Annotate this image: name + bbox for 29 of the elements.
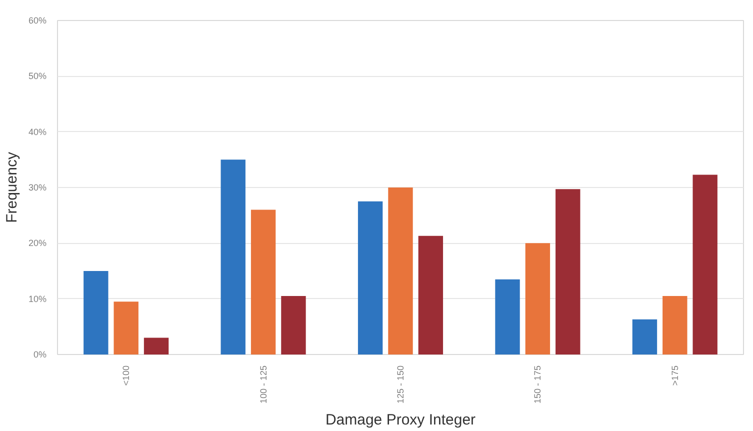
y-tick-label: 30% (28, 182, 46, 192)
y-tick-label: 0% (33, 350, 47, 360)
x-tick-label: <100 (121, 365, 132, 386)
bar (114, 302, 138, 354)
y-tick-label: 10% (28, 294, 46, 304)
bar (418, 236, 444, 354)
y-tick-label: 50% (28, 71, 46, 82)
y-tick-label: 40% (28, 126, 46, 137)
y-tick-label: 60% (28, 16, 46, 26)
bar (250, 210, 276, 354)
x-tick-label: 125 - 150 (396, 366, 406, 404)
x-tick-label: >175 (670, 365, 680, 386)
bar (495, 279, 520, 354)
bar (84, 271, 108, 354)
bar (388, 188, 413, 354)
bar (662, 296, 688, 354)
bar (692, 174, 718, 354)
y-axis-title: Frequency (3, 152, 20, 223)
y-tick-label: 20% (28, 238, 46, 248)
bar (632, 319, 658, 354)
x-axis-title: Damage Proxy Integer (325, 412, 476, 429)
bar (144, 338, 169, 354)
bar (358, 201, 383, 354)
x-tick-label: 150 - 175 (532, 366, 543, 404)
bar (281, 296, 306, 354)
bar (525, 243, 550, 354)
bar (220, 160, 246, 354)
bar (556, 189, 580, 354)
x-tick-label: 100 - 125 (258, 366, 268, 404)
